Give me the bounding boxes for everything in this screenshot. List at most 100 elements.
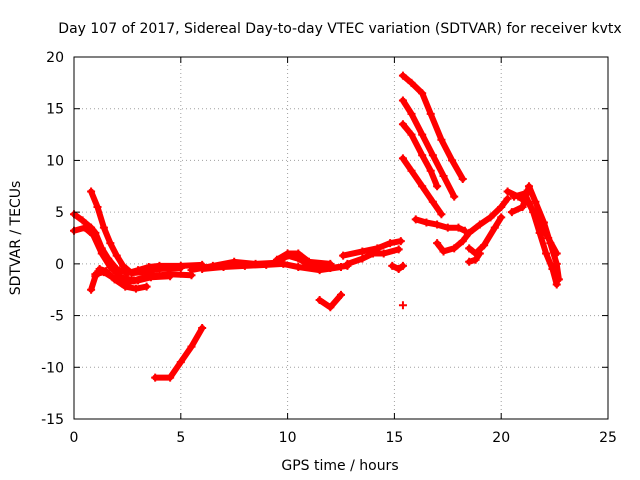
- data-point: [510, 192, 519, 201]
- data-point: [394, 245, 403, 254]
- data-point: [358, 254, 367, 263]
- data-point: [443, 223, 452, 232]
- data-point: [187, 342, 196, 351]
- series-track-23: [507, 182, 563, 284]
- data-point: [219, 262, 228, 271]
- series-track-1: [70, 210, 207, 278]
- chart-title: Day 107 of 2017, Sidereal Day-to-day VTE…: [58, 21, 621, 37]
- y-tick-label: -5: [50, 309, 64, 325]
- x-tick-label: 25: [599, 430, 617, 446]
- axis-ticks: 0 5 10 15 20 25 -15 -10 -5 0 5 10 15 20: [41, 50, 617, 446]
- series-track-12: [343, 245, 403, 268]
- series-track-10: [315, 290, 345, 312]
- data-point: [337, 262, 345, 271]
- x-axis-label: GPS time / hours: [281, 458, 398, 474]
- data-point: [358, 247, 367, 256]
- y-tick-label: 15: [46, 102, 64, 118]
- y-axis-label: SDTVAR / TECUs: [8, 181, 24, 296]
- data-point: [176, 263, 185, 272]
- data-point: [138, 268, 147, 277]
- data-point: [471, 255, 480, 264]
- data-point: [97, 249, 106, 258]
- data-point: [142, 282, 151, 291]
- data-point: [433, 239, 442, 248]
- series-track-9: [272, 249, 335, 268]
- data-point: [542, 249, 551, 258]
- data-point: [294, 262, 303, 271]
- data-point: [520, 189, 529, 198]
- data-point: [187, 266, 196, 275]
- series-trace: [152, 325, 206, 381]
- data-point: [407, 109, 416, 118]
- data-point: [398, 154, 407, 163]
- data-point: [294, 249, 303, 258]
- data-point: [99, 268, 108, 277]
- data-point: [131, 284, 140, 293]
- data-point: [89, 230, 98, 239]
- data-point: [339, 251, 348, 260]
- series-track-19: [411, 215, 469, 235]
- data-point: [465, 244, 474, 253]
- data-point: [326, 303, 335, 312]
- data-point: [422, 218, 431, 227]
- data-series: [70, 71, 563, 382]
- data-point: [546, 239, 555, 248]
- x-tick-label: 10: [279, 430, 297, 446]
- data-point: [497, 202, 506, 211]
- data-point: [119, 261, 128, 270]
- series-trace: [508, 183, 562, 283]
- grid-lines: [74, 57, 608, 419]
- data-point: [428, 151, 437, 160]
- data-point: [272, 255, 281, 264]
- data-point: [326, 259, 335, 268]
- data-point: [475, 249, 484, 258]
- data-point: [450, 192, 459, 201]
- data-point: [398, 96, 407, 105]
- y-tick-label: 20: [46, 50, 64, 66]
- data-point: [433, 220, 442, 229]
- data-point: [198, 265, 207, 274]
- data-point: [146, 273, 155, 282]
- data-point: [379, 249, 388, 258]
- data-point: [106, 239, 115, 248]
- data-point: [262, 260, 271, 269]
- series-track-3: [87, 187, 185, 278]
- data-point: [458, 175, 467, 184]
- data-point: [398, 261, 407, 270]
- plot-frame: [73, 56, 609, 420]
- series-track-11: [339, 237, 405, 260]
- data-point: [369, 249, 378, 258]
- x-tick-label: 20: [492, 430, 510, 446]
- data-point: [490, 223, 499, 232]
- data-point: [398, 120, 407, 129]
- data-point: [304, 257, 313, 266]
- data-point: [87, 187, 96, 196]
- data-point: [134, 276, 143, 285]
- data-point: [529, 208, 538, 217]
- data-point: [418, 130, 427, 139]
- data-point: [106, 262, 115, 271]
- data-point: [398, 301, 407, 310]
- series-track-20: [433, 194, 512, 256]
- data-point: [480, 241, 489, 250]
- data-point: [198, 323, 207, 332]
- x-tick-label: 15: [385, 430, 403, 446]
- data-point: [458, 237, 467, 246]
- series-track-14: [398, 301, 407, 310]
- data-point: [151, 373, 160, 382]
- data-point: [337, 290, 345, 299]
- data-point: [343, 259, 352, 268]
- series-trace: [88, 188, 184, 277]
- data-point: [448, 156, 457, 165]
- data-point: [454, 223, 463, 232]
- data-point: [386, 239, 395, 248]
- x-tick-label: 5: [176, 430, 185, 446]
- data-point: [531, 197, 540, 206]
- data-point: [279, 259, 288, 268]
- series-track-18: [398, 154, 446, 219]
- data-point: [394, 265, 403, 274]
- data-point: [418, 182, 427, 191]
- data-point: [539, 218, 548, 227]
- data-point: [450, 244, 459, 253]
